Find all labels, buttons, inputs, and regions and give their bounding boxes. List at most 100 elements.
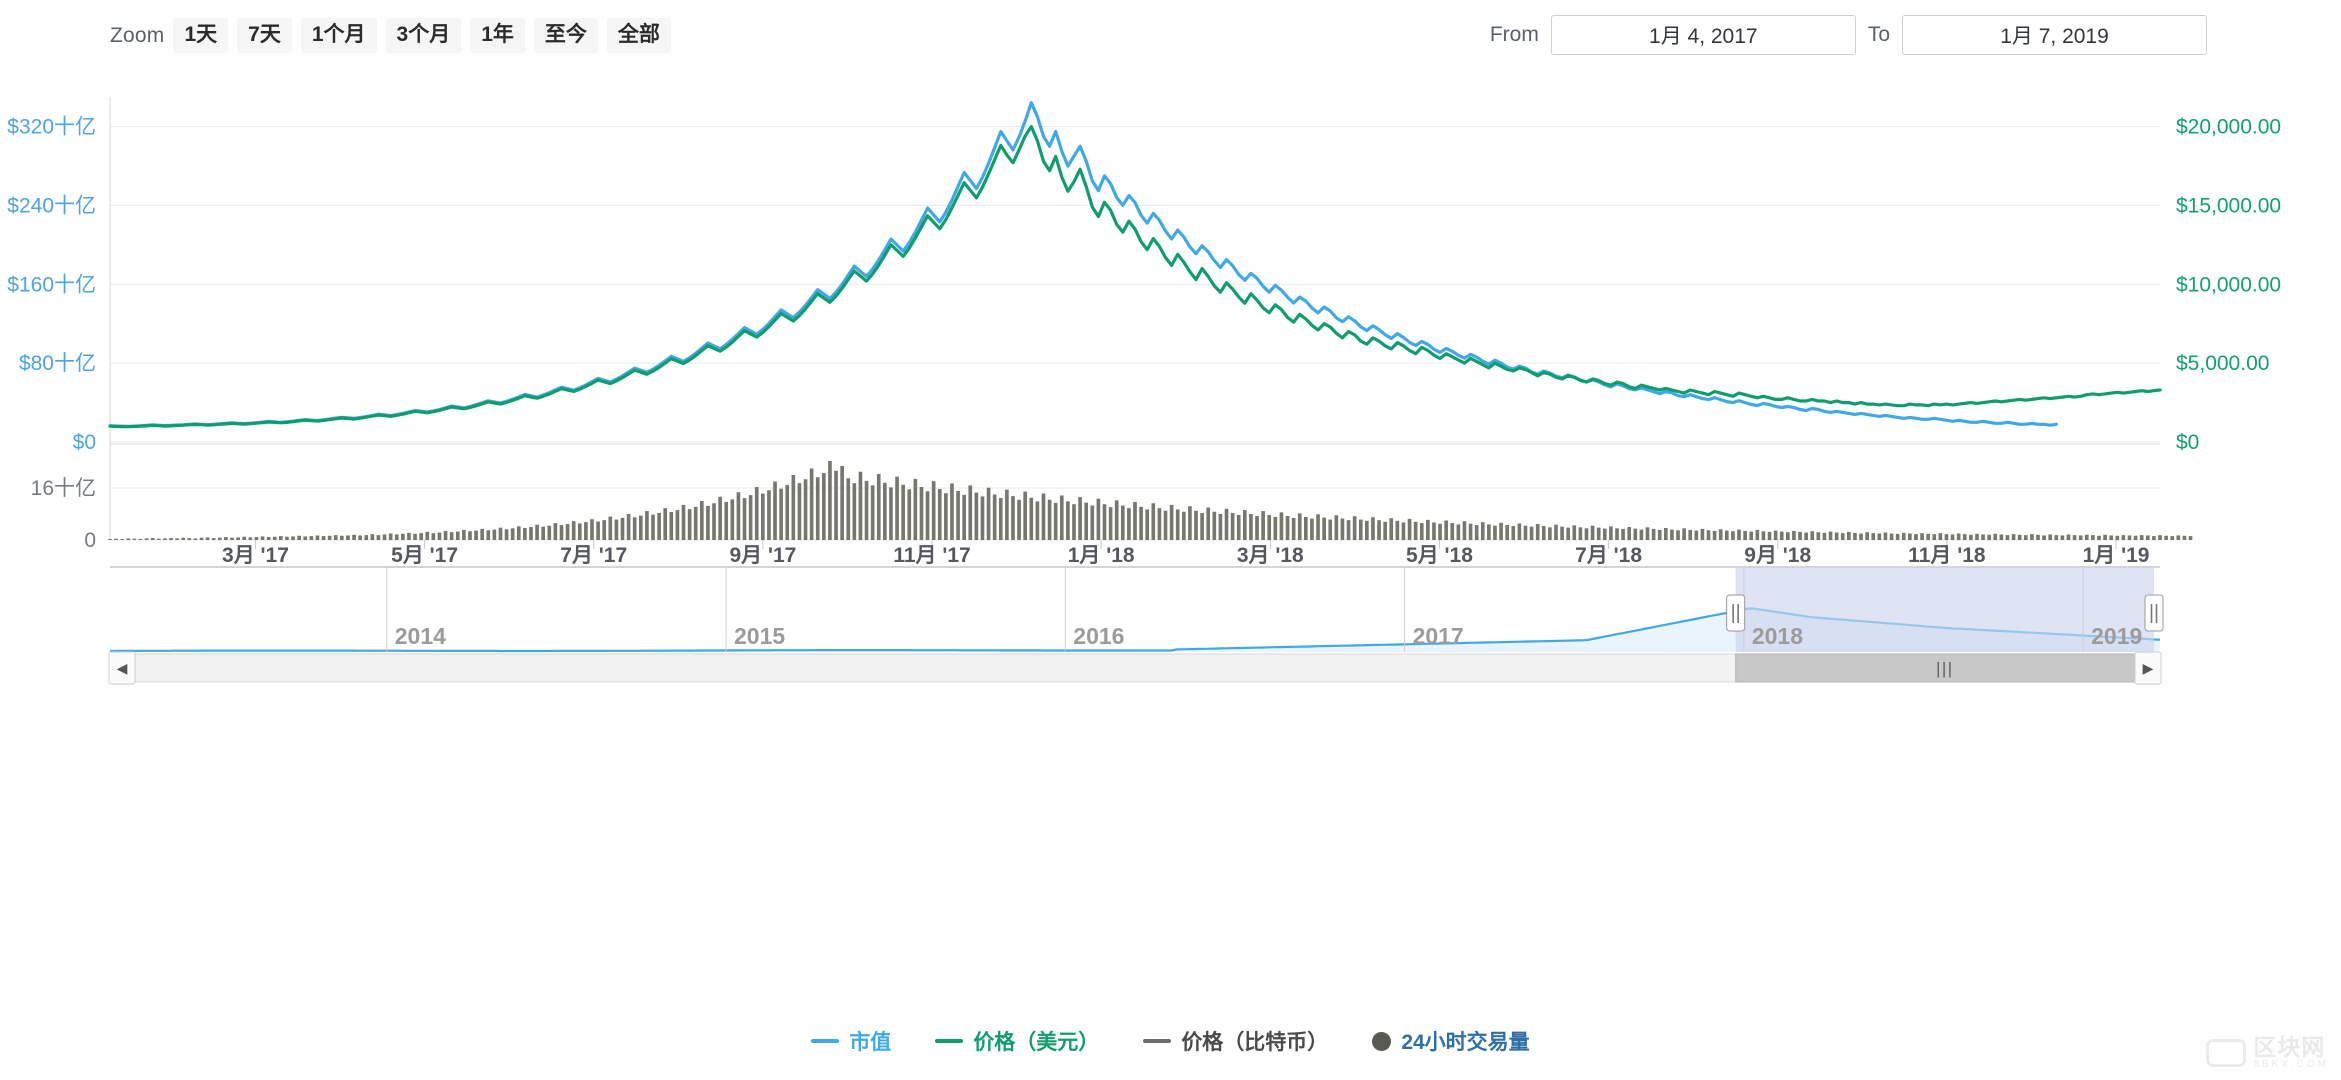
navigator-handle-left[interactable]	[1726, 594, 1746, 632]
x-axis-tick-label: 7月 '17	[560, 544, 627, 567]
volume-bar	[736, 492, 741, 540]
volume-bar	[1682, 528, 1686, 540]
price-marketcap-chart[interactable]: $0 $80十亿 $160十亿 $240十亿 $320十亿 $0 $5,000.00 $10,…	[0, 62, 2341, 872]
volume-bar	[1462, 521, 1467, 540]
volume-bar	[1011, 496, 1015, 540]
volume-bar	[1102, 504, 1107, 540]
scroll-right-arrow-icon: ▶	[2143, 660, 2154, 676]
volume-bar	[211, 538, 216, 540]
volume-bar	[828, 461, 832, 540]
volume-bar	[901, 484, 905, 540]
volume-bar	[1987, 534, 1991, 540]
volume-bar	[718, 496, 722, 540]
volume-bar	[1700, 528, 1705, 540]
legend-item-marketcap[interactable]: 市值	[811, 1026, 891, 1056]
volume-bar	[1901, 532, 1906, 540]
navigator-scrollbar-thumb[interactable]	[1735, 653, 2155, 683]
volume-bar	[1084, 502, 1089, 540]
legend-label-volume: 24小时交易量	[1401, 1031, 1530, 1054]
volume-bar	[608, 516, 613, 540]
volume-bar	[217, 537, 222, 540]
volume-bar	[1047, 499, 1052, 540]
volume-bar	[791, 475, 796, 540]
volume-bar	[413, 533, 417, 540]
range-button-1d[interactable]: 1天	[173, 18, 229, 54]
volume-bar	[846, 478, 851, 540]
x-axis-tick-label: 3月 '17	[222, 544, 289, 567]
volume-bar	[1297, 513, 1302, 540]
navigator-handle-right[interactable]	[2144, 594, 2164, 632]
volume-bar	[2048, 534, 2053, 540]
volume-bar	[291, 536, 295, 540]
volume-bar	[1035, 501, 1040, 540]
volume-bar	[1352, 516, 1357, 540]
volume-bar	[224, 537, 228, 540]
range-button-1y[interactable]: 1年	[470, 18, 525, 54]
from-date-input[interactable]	[1550, 15, 1856, 55]
volume-bar	[266, 537, 271, 540]
y-axis-right-tick: $5,000.00	[2176, 352, 2269, 375]
volume-bar	[1432, 522, 1436, 540]
volume-bar	[2084, 534, 2089, 540]
volume-bar	[1389, 518, 1394, 540]
volume-bar	[2091, 535, 2095, 540]
volume-bar	[358, 535, 362, 540]
x-axis-tick-label: 5月 '17	[391, 544, 458, 567]
volume-bar	[1529, 526, 1534, 540]
legend-item-price-usd[interactable]: 价格（美元）	[935, 1026, 1099, 1056]
legend-item-price-btc[interactable]: 价格（比特币）	[1143, 1026, 1328, 1056]
volume-bar	[1981, 534, 1985, 540]
legend-label-price-usd: 价格（美元）	[973, 1031, 1100, 1054]
volume-bar	[584, 522, 588, 540]
chart-container[interactable]: $0 $80十亿 $160十亿 $240十亿 $320十亿 $0 $5,000.00 $10,…	[0, 62, 2341, 872]
range-button-3m[interactable]: 3个月	[385, 18, 462, 54]
volume-bar	[1859, 533, 1863, 540]
legend-item-volume[interactable]: 24小时交易量	[1372, 1026, 1530, 1056]
volume-bar	[510, 528, 515, 540]
volume-bar	[1279, 512, 1284, 540]
volume-bar	[480, 528, 484, 540]
watermark-subtext: 8BKX.COM	[2253, 1059, 2329, 1070]
volume-bar	[1834, 532, 1839, 540]
volume-bar	[730, 499, 735, 540]
volume-bar	[2072, 535, 2077, 540]
volume-bar	[1999, 534, 2004, 540]
volume-bar	[236, 537, 240, 540]
volume-bar	[2139, 535, 2144, 540]
volume-bar	[1285, 515, 1290, 540]
volume-bar	[1493, 525, 1497, 540]
volume-bar	[1413, 521, 1418, 540]
volume-bar	[1956, 533, 1961, 540]
volume-bar	[175, 538, 179, 540]
range-button-all[interactable]: 全部	[606, 18, 671, 54]
volume-bar	[1871, 533, 1876, 540]
volume-bar	[2097, 535, 2101, 540]
volume-bar	[638, 515, 643, 540]
volume-bar	[1242, 510, 1247, 540]
volume-bar	[986, 487, 991, 540]
volume-bar	[150, 538, 155, 540]
scroll-right-button[interactable]	[2134, 651, 2162, 685]
volume-bar	[1127, 508, 1131, 540]
volume-bar	[376, 535, 381, 540]
navigator-selection-window[interactable]	[1735, 567, 2154, 652]
scroll-left-button[interactable]	[108, 651, 136, 685]
range-button-7d[interactable]: 7天	[237, 18, 292, 54]
volume-bar	[2188, 536, 2193, 540]
volume-bar	[1005, 489, 1009, 540]
volume-bar	[443, 530, 448, 540]
range-button-1m[interactable]: 1个月	[300, 18, 377, 54]
volume-bar	[1645, 527, 1650, 540]
volume-bar	[1883, 532, 1888, 540]
zoom-label: Zoom	[110, 23, 165, 47]
volume-bar	[1133, 501, 1137, 540]
to-date-input[interactable]	[1902, 15, 2207, 55]
volume-bar	[1218, 514, 1223, 540]
volume-bar	[1639, 529, 1644, 540]
volume-bar	[297, 535, 301, 540]
range-button-ytd[interactable]: 至今	[533, 18, 598, 54]
volume-bar	[1993, 533, 1998, 540]
volume-bar	[516, 526, 521, 540]
volume-bar	[1316, 514, 1320, 540]
volume-bar	[1200, 513, 1204, 540]
